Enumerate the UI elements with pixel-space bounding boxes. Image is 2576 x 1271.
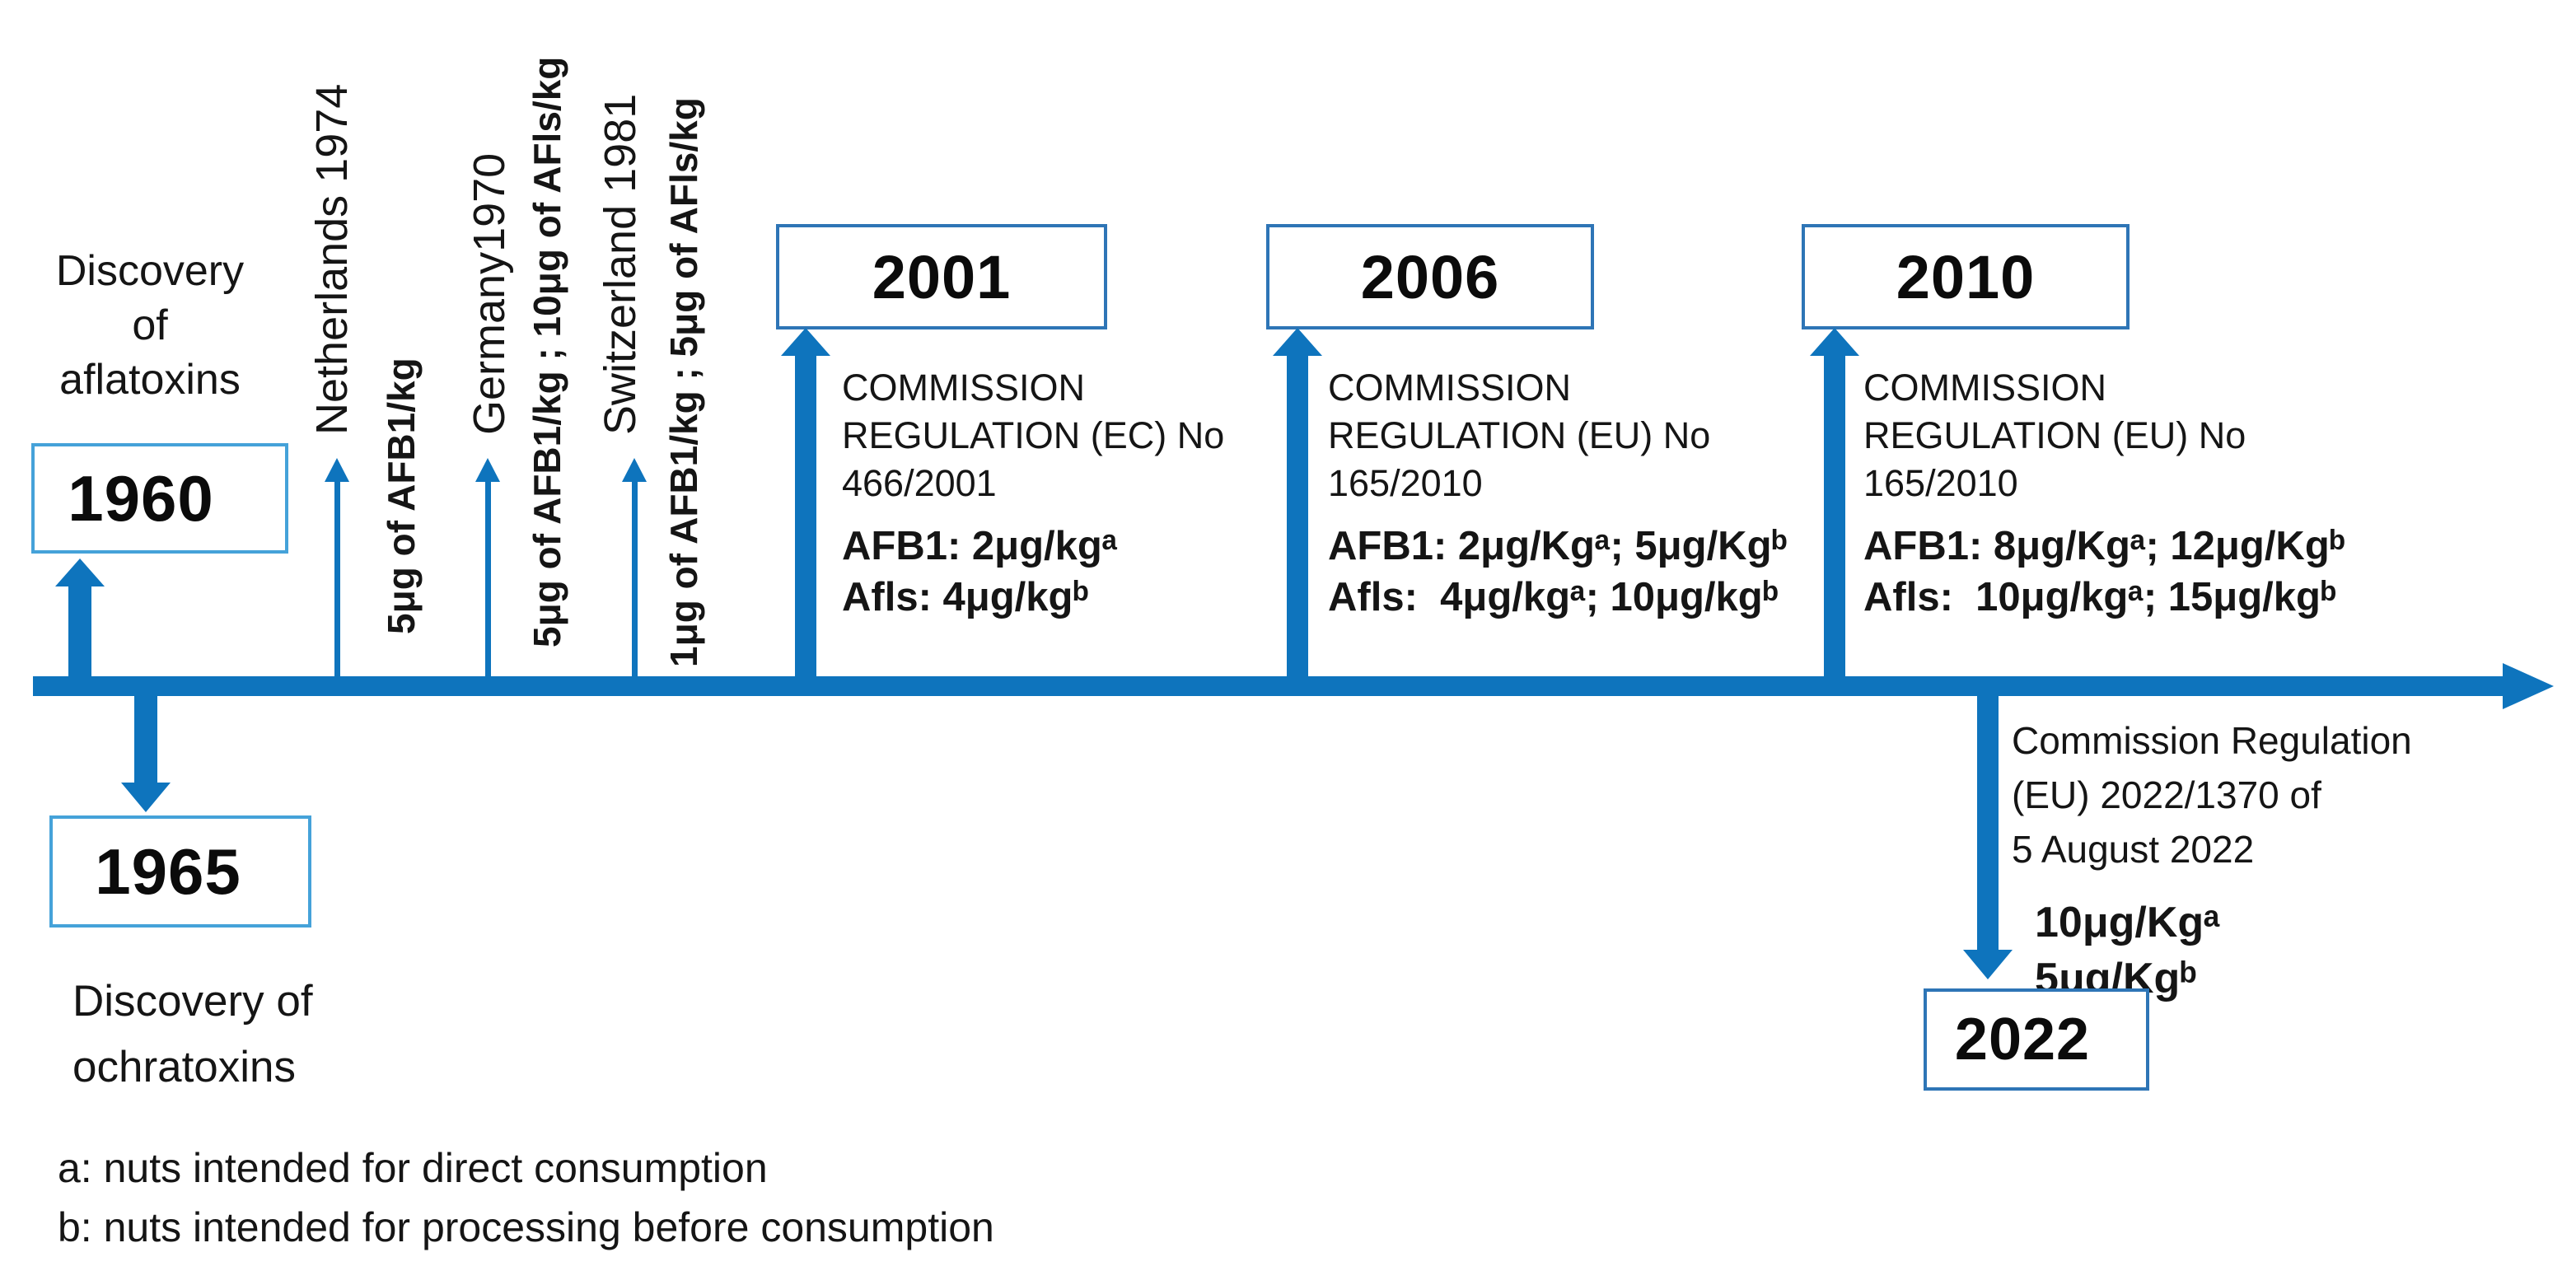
up-arrow-2006-icon — [1273, 328, 1322, 356]
regulation-afls-limit: Afls: 10μg/kgᵃ; 15μg/kgᵇ — [1863, 575, 2337, 619]
milestone-switzerland-limit: 1μg of AFB1/kg ; 5μg of AFls/kg — [662, 97, 705, 667]
down-arrow-1965-icon — [121, 783, 171, 812]
up-arrow-switzerland-shaft — [632, 480, 638, 678]
up-arrow-germany-icon — [475, 458, 500, 482]
year-box-1960: 1960 — [31, 443, 288, 554]
milestone-germany-limit: 5μg of AFB1/kg ; 10μg of AFls/kg — [526, 56, 568, 647]
discovery-aflatoxins-label: Discovery of aflatoxins — [18, 244, 282, 407]
up-arrow-2010-icon — [1810, 328, 1859, 356]
regulation-2006-text: COMMISSION REGULATION (EU) No 165/2010 A… — [1328, 364, 1788, 623]
regulation-title-line: Commission Regulation — [2012, 719, 2412, 762]
up-arrow-2001-icon — [781, 328, 830, 356]
year-box-1965: 1965 — [49, 815, 311, 928]
down-arrow-2022-shaft — [1977, 696, 1999, 951]
regulation-title-line: (EU) 2022/1370 of — [2012, 773, 2321, 816]
regulation-2010-text: COMMISSION REGULATION (EU) No 165/2010 A… — [1863, 364, 2345, 623]
regulation-title-line: COMMISSION — [842, 367, 1086, 409]
up-arrow-netherlands-icon — [325, 458, 349, 482]
footnote-b: b: nuts intended for processing before c… — [58, 1204, 994, 1250]
year-box-2006: 2006 — [1266, 224, 1594, 329]
up-arrow-2006-shaft — [1287, 353, 1308, 678]
regulation-afls-limit: Afls: 4μg/kgᵇ — [842, 575, 1089, 619]
up-arrow-netherlands-shaft — [334, 480, 340, 678]
year-box-2010: 2010 — [1802, 224, 2130, 329]
regulation-title-line: 165/2010 — [1328, 462, 1483, 504]
regulation-afb1-limit: AFB1: 2μg/kgᵃ — [842, 524, 1118, 568]
regulation-title-line: REGULATION (EU) No — [1863, 414, 2246, 456]
milestone-switzerland-label: Switzerland 1981 — [596, 93, 645, 435]
discovery-ochratoxins-line: ochratoxins — [72, 1043, 297, 1091]
regulation-afls-limit: Afls: 4μg/kgᵃ; 10μg/kgᵇ — [1328, 575, 1779, 619]
timeline-right-arrowhead-icon — [2503, 663, 2554, 709]
milestone-netherlands-label: Netherlands 1974 — [307, 83, 357, 435]
regulation-2001-text: COMMISSION REGULATION (EC) No 466/2001 A… — [842, 364, 1224, 623]
up-arrow-2010-shaft — [1824, 353, 1845, 678]
regulation-title-line: 165/2010 — [1863, 462, 2018, 504]
regulation-title-line: 466/2001 — [842, 462, 997, 504]
regulation-afb1-limit: AFB1: 8μg/Kgᵃ; 12μg/Kgᵇ — [1863, 524, 2345, 568]
up-arrow-1960-icon — [55, 558, 105, 586]
milestone-netherlands-limit: 5μg of AFB1/kg — [380, 357, 423, 634]
up-arrow-2001-shaft — [795, 353, 816, 678]
up-arrow-1960-shaft — [68, 583, 91, 678]
discovery-aflatoxins-line: Discovery — [55, 247, 245, 295]
down-arrow-1965-shaft — [134, 696, 157, 784]
milestone-germany-label: Germany1970 — [465, 152, 514, 435]
regulation-limit-a: 10μg/Kgᵃ — [2035, 899, 2220, 946]
regulation-title-line: REGULATION (EC) No — [842, 414, 1225, 456]
regulation-afb1-limit: AFB1: 2μg/Kgᵃ; 5μg/Kgᵇ — [1328, 524, 1788, 568]
regulation-2022-text: Commission Regulation (EU) 2022/1370 of … — [2012, 713, 2412, 1007]
discovery-aflatoxins-line: aflatoxins — [59, 356, 241, 404]
year-box-2001: 2001 — [776, 224, 1107, 329]
footnote-a: a: nuts intended for direct consumption — [58, 1145, 768, 1191]
regulation-title-line: 5 August 2022 — [2012, 828, 2255, 871]
down-arrow-2022-icon — [1963, 950, 2013, 979]
up-arrow-switzerland-icon — [622, 458, 647, 482]
discovery-aflatoxins-line: of — [132, 301, 168, 349]
discovery-ochratoxins-label: Discovery of ochratoxins — [72, 969, 313, 1100]
timeline-axis — [33, 676, 2508, 696]
footnotes: a: nuts intended for direct consumption … — [58, 1138, 994, 1257]
regulation-title-line: REGULATION (EU) No — [1328, 414, 1711, 456]
up-arrow-germany-shaft — [485, 480, 491, 678]
discovery-ochratoxins-line: Discovery of — [72, 977, 313, 1026]
year-box-2022: 2022 — [1924, 988, 2149, 1091]
regulation-title-line: COMMISSION — [1328, 367, 1572, 409]
regulation-title-line: COMMISSION — [1863, 367, 2107, 409]
